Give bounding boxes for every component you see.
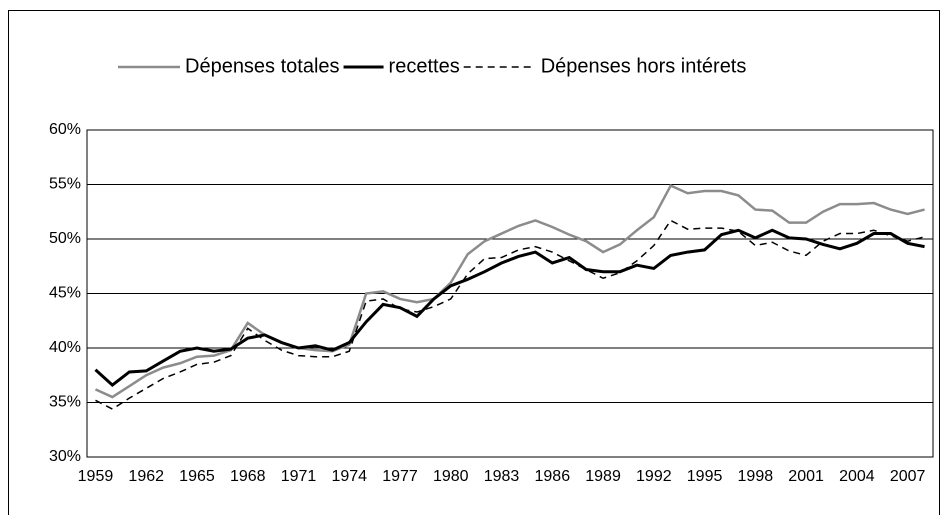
legend-label: recettes [389, 55, 460, 77]
x-tick-label: 1995 [687, 468, 723, 485]
legend-label: Dépenses hors intérets [541, 55, 747, 77]
x-tick-label: 1977 [382, 468, 418, 485]
legend: Dépenses totales recettes Dépenses hors in… [118, 55, 746, 77]
y-tick-label: 50% [49, 230, 81, 247]
x-tick-label: 1959 [78, 468, 114, 485]
y-tick-label: 35% [49, 394, 81, 411]
chart-frame [8, 10, 940, 515]
x-tick-label: 1998 [738, 468, 774, 485]
y-tick-label: 30% [49, 448, 81, 465]
x-tick-label: 1983 [484, 468, 520, 485]
x-tick-label: 1968 [230, 468, 266, 485]
legend-label: Dépenses totales [185, 55, 340, 77]
series-line [94, 228, 925, 388]
x-tick-label: 1974 [331, 468, 367, 485]
x-tick-label: 1989 [585, 468, 621, 485]
y-tick-label: 45% [49, 285, 81, 302]
y-tick-label: 55% [49, 176, 81, 193]
x-tick-label: 2004 [839, 468, 875, 485]
plot-frame [86, 129, 934, 458]
x-tick-label: 1971 [281, 468, 317, 485]
x-tick-label: 2007 [890, 468, 926, 485]
x-tick-label: 1962 [128, 468, 164, 485]
x-tick-label: 1986 [535, 468, 571, 485]
x-tick-label: 1965 [179, 468, 215, 485]
x-tick-label: 2001 [788, 468, 824, 485]
x-tick-label: 1992 [636, 468, 672, 485]
series-line [94, 183, 925, 399]
y-tick-label: 40% [49, 339, 81, 356]
x-tick-label: 1980 [433, 468, 469, 485]
series-line [95, 219, 925, 410]
y-tick-label: 60% [49, 121, 81, 138]
